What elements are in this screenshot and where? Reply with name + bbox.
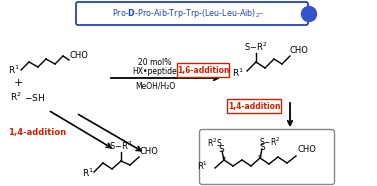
Text: CHO: CHO <box>297 145 316 155</box>
FancyBboxPatch shape <box>227 99 281 113</box>
Text: CHO: CHO <box>140 147 159 155</box>
Text: R$^1$: R$^1$ <box>82 167 94 179</box>
Text: Pro-$\mathbf{D}$-Pro-Aib-Trp-Trp-(Leu-Leu-Aib)$_2$–: Pro-$\mathbf{D}$-Pro-Aib-Trp-Trp-(Leu-Le… <box>112 7 264 20</box>
Text: +: + <box>13 78 23 88</box>
Text: 1,4-addition: 1,4-addition <box>228 102 280 110</box>
Text: HX•peptide: HX•peptide <box>133 67 177 76</box>
Text: R$^1$: R$^1$ <box>197 160 208 172</box>
Text: R$^2$S: R$^2$S <box>207 137 223 149</box>
Text: $-$SH: $-$SH <box>24 92 45 102</box>
Text: 1,4-addition: 1,4-addition <box>8 127 66 137</box>
Text: S: S <box>259 142 265 152</box>
Text: S$-$R$^2$: S$-$R$^2$ <box>259 136 281 148</box>
Text: R$^2$: R$^2$ <box>10 91 22 103</box>
Text: CHO: CHO <box>289 46 308 54</box>
Text: S$-$R$^2$: S$-$R$^2$ <box>109 140 133 152</box>
Text: R$^1$: R$^1$ <box>232 67 244 79</box>
Text: MeOH/H₂O: MeOH/H₂O <box>135 81 175 91</box>
Text: *: * <box>258 153 262 163</box>
Text: CHO: CHO <box>69 51 88 60</box>
FancyBboxPatch shape <box>76 2 308 25</box>
Text: S: S <box>218 145 224 153</box>
Text: 1,6-addition: 1,6-addition <box>177 65 229 75</box>
Text: S$-$R$^2$: S$-$R$^2$ <box>244 41 268 53</box>
Text: *: * <box>222 155 226 164</box>
FancyBboxPatch shape <box>177 63 229 77</box>
Circle shape <box>302 7 317 22</box>
Text: 20 mol%: 20 mol% <box>138 57 172 67</box>
FancyBboxPatch shape <box>199 129 334 185</box>
Text: R$^1$: R$^1$ <box>8 64 20 76</box>
